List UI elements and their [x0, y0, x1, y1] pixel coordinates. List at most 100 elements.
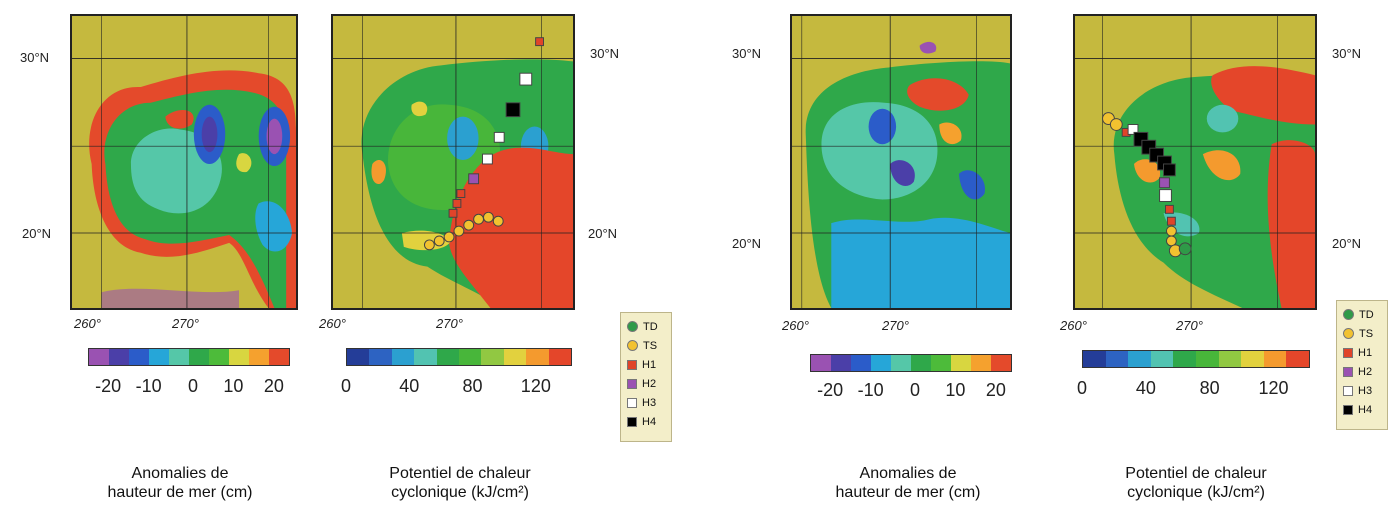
- legend-swatch: [1343, 404, 1353, 415]
- tchp-colorbar-ticks: 0 40 80 120: [341, 376, 572, 398]
- caption-line: Potentiel de chaleur: [1125, 465, 1267, 482]
- lat-label-20n: 20°N: [22, 226, 52, 241]
- ssh-colorbar: [88, 348, 290, 366]
- tick-label: -10: [857, 380, 884, 400]
- colorbar-swatch: [109, 349, 129, 365]
- tick-label: 0: [340, 376, 352, 396]
- storm-track-1: [423, 37, 544, 251]
- colorbar-swatch: [459, 349, 482, 365]
- colorbar-swatch: [971, 355, 991, 371]
- tick-label: -20: [817, 380, 844, 400]
- legend-label: H2: [1358, 365, 1373, 378]
- legend-label: H1: [1358, 346, 1373, 359]
- legend-swatch: [1343, 347, 1353, 358]
- colorbar-swatch: [169, 349, 189, 365]
- colorbar-swatch: [209, 349, 229, 365]
- tick-label: 80: [462, 376, 483, 396]
- tick-label: 40: [1135, 378, 1156, 398]
- tchp-colorbar: [1082, 350, 1310, 368]
- legend-item: TD: [627, 317, 665, 336]
- lat-label-30n: 30°N: [590, 46, 620, 61]
- tick-label: 120: [520, 376, 551, 396]
- ssh-colorbar: [810, 354, 1012, 372]
- lat-label-30n: 30°N: [732, 46, 762, 61]
- left-figure-group: 30°N 20°N 260° 270°: [20, 14, 672, 502]
- legend-swatch: [1343, 309, 1354, 320]
- lat-label-20n: 20°N: [588, 226, 618, 241]
- colorbar-swatch: [369, 349, 392, 365]
- ssh-caption: Anomalies de hauteur de mer (cm): [808, 464, 1008, 502]
- colorbar-swatch: [347, 349, 370, 365]
- tchp-caption: Potentiel de chaleur cyclonique (kJ/cm²): [1086, 464, 1306, 502]
- legend-label: TS: [1359, 327, 1374, 340]
- legend-swatch: [627, 378, 637, 389]
- colorbar-swatch: [1083, 351, 1106, 367]
- legend-item: H2: [627, 374, 665, 393]
- colorbar-swatch: [1218, 351, 1242, 367]
- colorbar-swatch: [249, 349, 269, 365]
- tchp-caption: Potentiel de chaleur cyclonique (kJ/cm²): [350, 464, 570, 502]
- legend-swatch: [627, 416, 637, 427]
- legend-label: TD: [1359, 308, 1374, 321]
- caption-line: Anomalies de: [859, 465, 957, 482]
- tick-label: 120: [1258, 378, 1289, 398]
- caption-line: Potentiel de chaleur: [389, 465, 531, 482]
- ssh-colorbar-ticks: -20 -10 0 10 20: [88, 376, 290, 398]
- lat-label-20n: 20°N: [1332, 236, 1362, 251]
- legend-swatch: [1343, 328, 1354, 339]
- legend-label: H1: [642, 358, 657, 371]
- lon-label-270: 270°: [172, 316, 199, 331]
- legend-label: TS: [643, 339, 658, 352]
- colorbar-swatch: [811, 355, 831, 371]
- tick-label: 20: [985, 380, 1006, 400]
- caption-line: hauteur de mer (cm): [835, 484, 981, 501]
- tick-label: 40: [399, 376, 420, 396]
- storm-track-2: [1102, 112, 1192, 258]
- colorbar-swatch: [871, 355, 891, 371]
- legend-label: H3: [642, 396, 657, 409]
- lon-label-260: 260°: [782, 318, 809, 333]
- legend-item: TS: [627, 336, 665, 355]
- tick-label: -20: [95, 376, 122, 396]
- ssh-colorbar-ticks: -20 -10 0 10 20: [810, 380, 1012, 402]
- tick-label: 10: [945, 380, 966, 400]
- colorbar-swatch: [129, 349, 149, 365]
- legend-item: H3: [1343, 381, 1381, 400]
- ssh-anomaly-map-2: [790, 14, 1012, 310]
- legend-label: H3: [1358, 384, 1373, 397]
- lon-label-270: 270°: [436, 316, 463, 331]
- legend-item: H1: [1343, 343, 1381, 362]
- lon-label-260: 260°: [74, 316, 101, 331]
- legend-label: H4: [642, 415, 657, 428]
- legend-swatch: [627, 340, 638, 351]
- lat-label-30n: 30°N: [20, 50, 50, 65]
- colorbar-swatch: [931, 355, 951, 371]
- colorbar-swatch: [436, 349, 460, 365]
- colorbar-swatch: [189, 349, 209, 365]
- colorbar-swatch: [831, 355, 851, 371]
- colorbar-swatch: [851, 355, 871, 371]
- colorbar-swatch: [89, 349, 109, 365]
- colorbar-swatch: [1263, 351, 1287, 367]
- colorbar-swatch: [1195, 351, 1219, 367]
- legend-swatch: [1343, 385, 1353, 396]
- tick-label: 0: [188, 376, 199, 396]
- caption-line: hauteur de mer (cm): [107, 484, 253, 501]
- colorbar-swatch: [149, 349, 169, 365]
- legend-swatch: [1343, 366, 1353, 377]
- colorbar-swatch: [526, 349, 549, 365]
- legend-swatch: [627, 321, 638, 332]
- tick-label: 10: [223, 376, 244, 396]
- colorbar-swatch: [1286, 351, 1309, 367]
- tick-label: -10: [135, 376, 162, 396]
- colorbar-swatch: [891, 355, 911, 371]
- lat-label-30n: 30°N: [1332, 46, 1362, 61]
- lon-label-260: 260°: [319, 316, 346, 331]
- legend-item: H1: [627, 355, 665, 374]
- storm-category-legend: TD TS H1 H2 H3 H4: [620, 312, 672, 442]
- right-figure-group: 30°N 20°N 260° 270°: [698, 0, 1396, 520]
- legend-item: TD: [1343, 305, 1381, 324]
- colorbar-swatch: [911, 355, 931, 371]
- colorbar-swatch: [269, 349, 289, 365]
- colorbar-swatch: [414, 349, 437, 365]
